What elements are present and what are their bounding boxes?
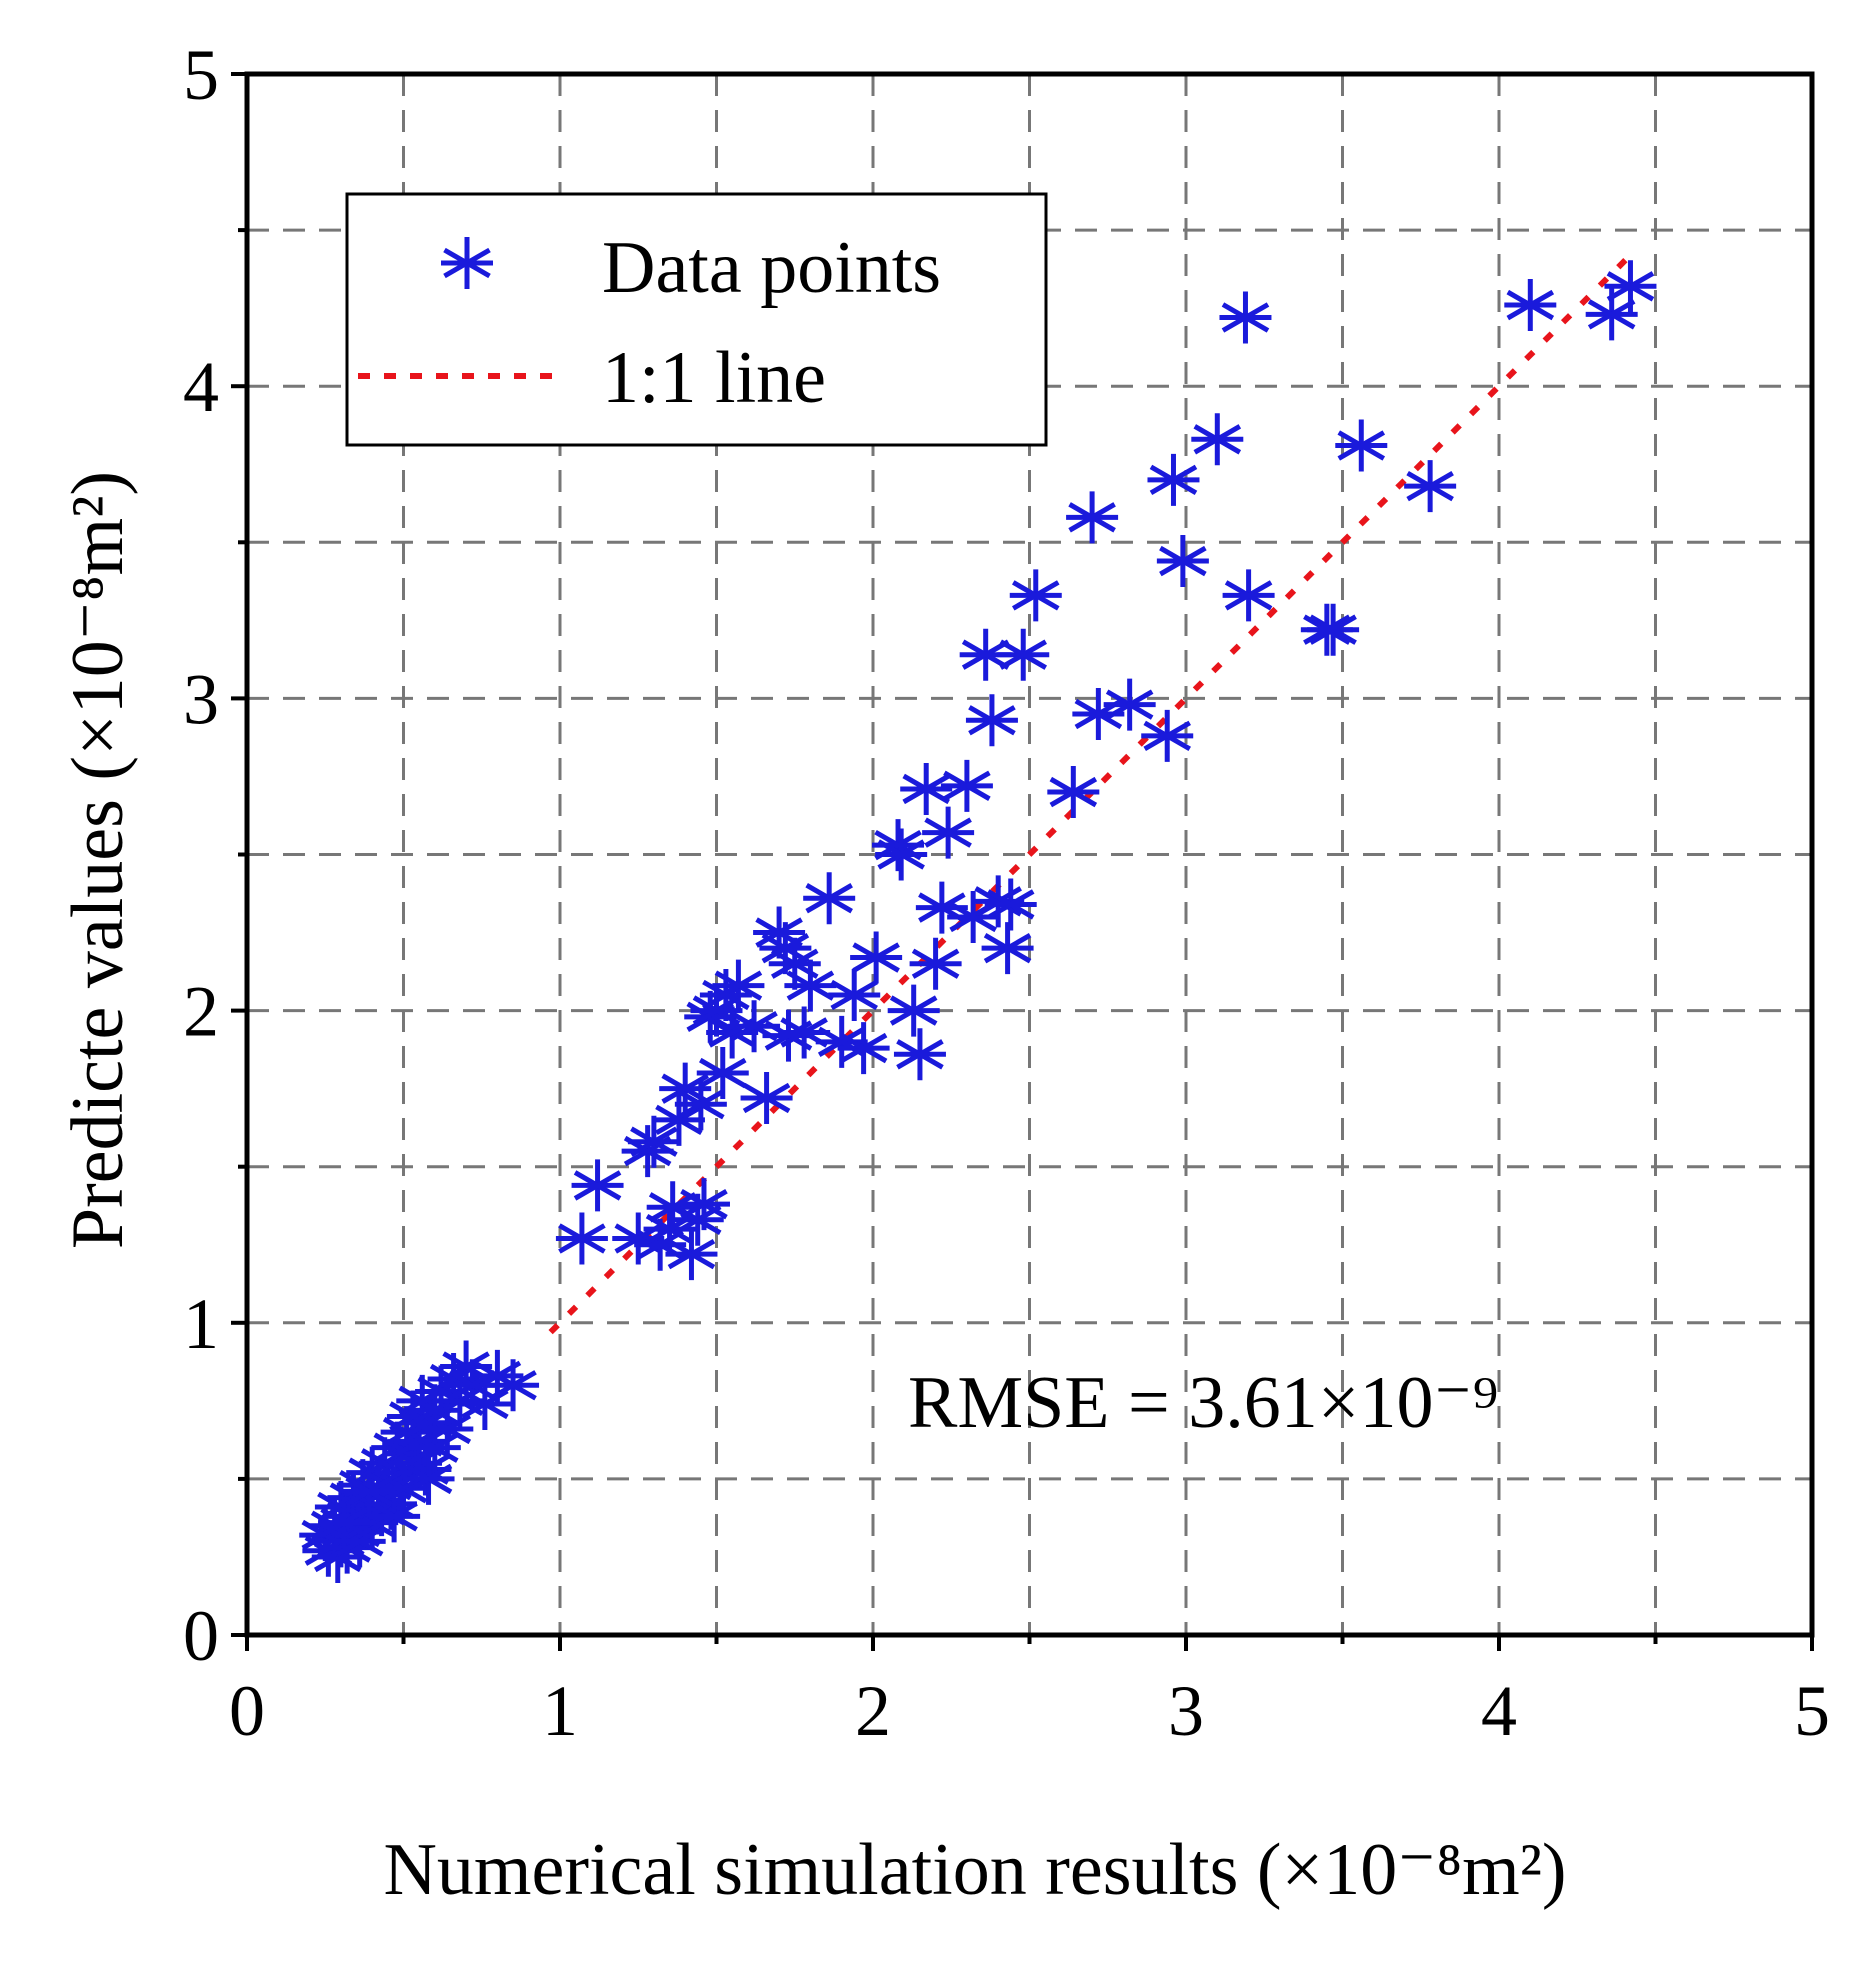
data-point xyxy=(1047,766,1100,819)
data-point xyxy=(1504,279,1557,332)
data-point xyxy=(893,1028,946,1081)
x-tick-label: 5 xyxy=(1794,1671,1830,1751)
legend-box xyxy=(345,192,1048,447)
data-point xyxy=(1191,413,1244,466)
data-point xyxy=(909,937,962,990)
data-point xyxy=(922,806,975,859)
data-point xyxy=(402,1452,455,1505)
legend-data-points-label: Data points xyxy=(602,227,941,309)
y-tick-label: 0 xyxy=(183,1596,219,1676)
data-point xyxy=(997,628,1050,681)
data-point xyxy=(984,878,1037,931)
legend: Data points 1:1 line xyxy=(345,192,1048,447)
data-point xyxy=(487,1359,540,1412)
y-tick-label: 5 xyxy=(183,35,219,115)
data-point xyxy=(318,1496,371,1549)
data-point xyxy=(1307,603,1360,656)
data-point xyxy=(1103,678,1156,731)
data-point xyxy=(965,694,1018,747)
axis-ticks xyxy=(231,72,1814,1651)
data-point xyxy=(981,922,1034,975)
data-point xyxy=(900,762,953,815)
data-point xyxy=(850,931,903,984)
y-tick-label: 2 xyxy=(183,972,219,1052)
legend-1to1-line-label: 1:1 line xyxy=(602,337,826,419)
data-point xyxy=(343,1465,396,1518)
data-point xyxy=(712,959,765,1012)
legend-data-points-marker xyxy=(441,237,493,289)
data-point xyxy=(1009,569,1062,622)
x-tick-label: 4 xyxy=(1481,1671,1517,1751)
data-point xyxy=(837,1022,890,1075)
data-point xyxy=(368,1490,421,1543)
legend-asterisk xyxy=(441,237,493,289)
data-point xyxy=(1147,453,1200,506)
data-point xyxy=(555,1212,608,1265)
data-point xyxy=(875,828,928,881)
data-points-layer xyxy=(299,260,1657,1583)
data-point xyxy=(1604,260,1657,313)
data-point xyxy=(674,1078,727,1131)
data-point xyxy=(677,1178,730,1231)
data-point xyxy=(696,1047,749,1100)
data-point xyxy=(753,906,806,959)
data-point xyxy=(571,1159,624,1212)
x-tick-label: 2 xyxy=(855,1671,891,1751)
y-tick-label: 1 xyxy=(183,1284,219,1364)
data-point xyxy=(1585,288,1638,341)
x-tick-label: 1 xyxy=(542,1671,578,1751)
data-point xyxy=(803,872,856,925)
axis-tick-labels: 0 1 2 3 4 5 0 1 2 3 4 5 xyxy=(183,35,1830,1751)
x-tick-label: 0 xyxy=(229,1671,265,1751)
data-point xyxy=(784,959,837,1012)
x-tick-label: 3 xyxy=(1168,1671,1204,1751)
y-tick-label: 4 xyxy=(183,347,219,427)
data-point xyxy=(665,1228,718,1281)
y-axis-title: Predicte values (×10⁻⁸m²) xyxy=(57,471,139,1249)
data-point xyxy=(1335,419,1388,472)
data-point xyxy=(1222,569,1275,622)
data-point xyxy=(740,1072,793,1125)
data-point xyxy=(828,968,881,1021)
data-point xyxy=(887,984,940,1037)
data-point xyxy=(1066,491,1119,544)
data-point xyxy=(627,1115,680,1168)
data-point xyxy=(1219,291,1272,344)
x-axis-title: Numerical simulation results (×10⁻⁸m²) xyxy=(383,1829,1566,1911)
rmse-annotation: RMSE = 3.61×10⁻⁹ xyxy=(908,1362,1498,1444)
data-point xyxy=(940,759,993,812)
data-point xyxy=(1141,709,1194,762)
data-point xyxy=(1156,535,1209,588)
y-tick-label: 3 xyxy=(183,659,219,739)
data-point xyxy=(1404,460,1457,513)
